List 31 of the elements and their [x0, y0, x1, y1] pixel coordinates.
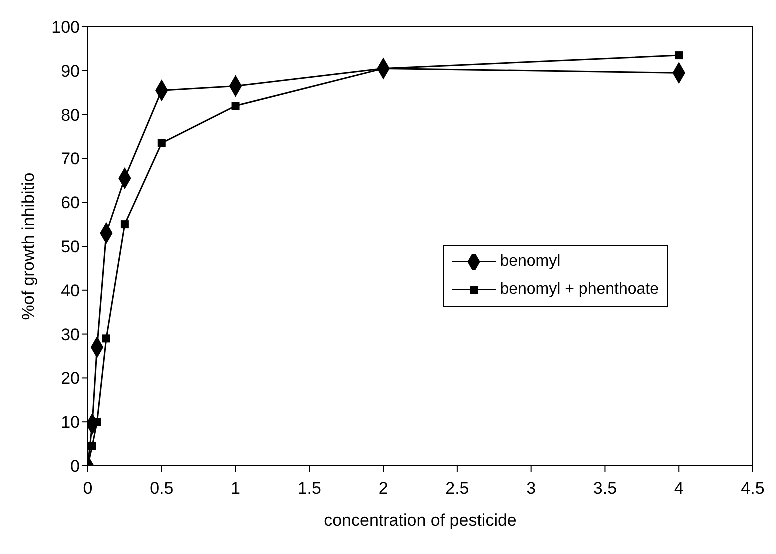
y-tick-label: 20 [61, 369, 80, 388]
legend-label: benomyl + phenthoate [500, 281, 659, 299]
x-axis-title: concentration of pesticide [324, 511, 517, 530]
x-tick-label: 0.5 [150, 479, 174, 498]
point [232, 102, 240, 110]
point [102, 334, 110, 343]
legend-label: benomyl [500, 253, 561, 271]
x-tick-label: 1.5 [298, 479, 322, 498]
x-tick-label: 1 [231, 479, 241, 498]
y-tick-label: 90 [61, 62, 80, 81]
point [675, 52, 684, 60]
y-tick-label: 70 [61, 150, 80, 169]
x-tick-label: 3 [526, 479, 536, 498]
y-tick-label: 10 [61, 413, 80, 432]
point [120, 220, 129, 229]
y-tick-label: 100 [52, 18, 80, 38]
y-tick-label: 80 [61, 106, 80, 125]
x-tick-label: 2 [378, 479, 388, 498]
y-tick-label: 0 [70, 457, 80, 476]
y-tick-label: 60 [61, 194, 80, 213]
x-tick-label: 3.5 [593, 479, 618, 498]
x-tick-label: 4.5 [741, 479, 765, 498]
y-axis-title: %of growth inhibitio [19, 172, 38, 320]
y-tick-label: 40 [61, 281, 80, 300]
y-tick-label: 50 [61, 238, 80, 257]
x-tick-label: 4 [674, 479, 684, 498]
x-tick-label: 0 [83, 479, 93, 498]
point [88, 442, 96, 450]
point [158, 139, 166, 148]
x-tick-label: 2.5 [446, 479, 470, 498]
y-tick-label: 30 [61, 325, 80, 344]
